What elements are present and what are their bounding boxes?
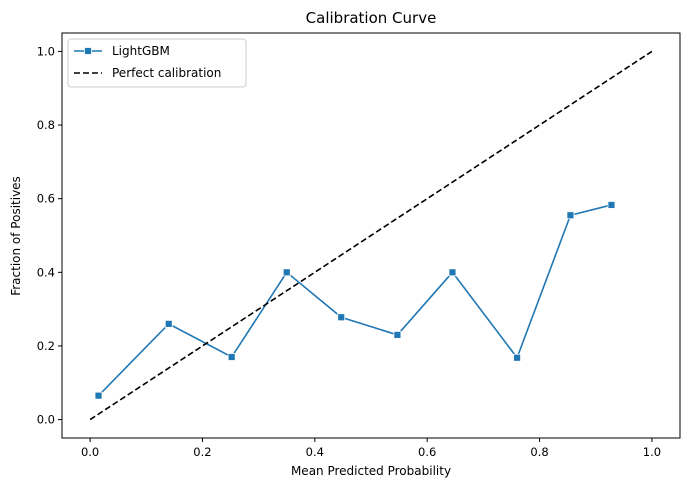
lightgbm-series-line xyxy=(97,204,612,397)
lightgbm-point xyxy=(566,211,575,220)
legend-box xyxy=(67,38,247,88)
lightgbm-point xyxy=(337,313,346,322)
y-tick-label: 0.8 xyxy=(37,118,55,132)
y-tick-label: 1.0 xyxy=(37,44,55,58)
legend: LightGBM Perfect calibration xyxy=(67,38,247,88)
lightgbm-point xyxy=(513,353,521,362)
legend-entry-label: LightGBM xyxy=(112,44,170,58)
lightgbm-point xyxy=(282,268,291,277)
y-tick-label: 0.4 xyxy=(37,265,55,279)
y-axis-label: Fraction of Positives xyxy=(9,176,23,296)
y-tick-label: 0.2 xyxy=(37,339,55,353)
x-tick-label: 0.8 xyxy=(530,445,548,459)
legend-entry-label: Perfect calibration xyxy=(112,66,221,80)
x-tick-label: 1.0 xyxy=(643,445,661,459)
lightgbm-point xyxy=(164,319,173,328)
y-tick-label: 0.0 xyxy=(37,413,55,427)
lightgbm-point xyxy=(393,331,402,339)
x-tick-label: 0.4 xyxy=(306,445,324,459)
y-tick-label: 0.6 xyxy=(37,192,55,206)
axis-ticks: 0.0 0.2 0.4 0.6 0.8 1.0 0.0 0.2 0.4 0.6 0.8 1.0 xyxy=(37,44,661,459)
plot-area xyxy=(89,50,653,421)
perfect-calibration-line xyxy=(89,50,653,421)
legend-marker-swatch xyxy=(84,47,92,55)
x-tick-label: 0.6 xyxy=(418,445,436,459)
x-tick-label: 0.0 xyxy=(81,445,99,459)
x-axis-label: Mean Predicted Probability xyxy=(291,464,451,478)
chart-title: Calibration Curve xyxy=(306,9,437,27)
lightgbm-point xyxy=(227,353,236,361)
lightgbm-point xyxy=(448,268,457,277)
lightgbm-point xyxy=(94,391,103,400)
axes-frame xyxy=(61,32,681,439)
lightgbm-point xyxy=(607,201,616,209)
x-tick-label: 0.2 xyxy=(193,445,211,459)
